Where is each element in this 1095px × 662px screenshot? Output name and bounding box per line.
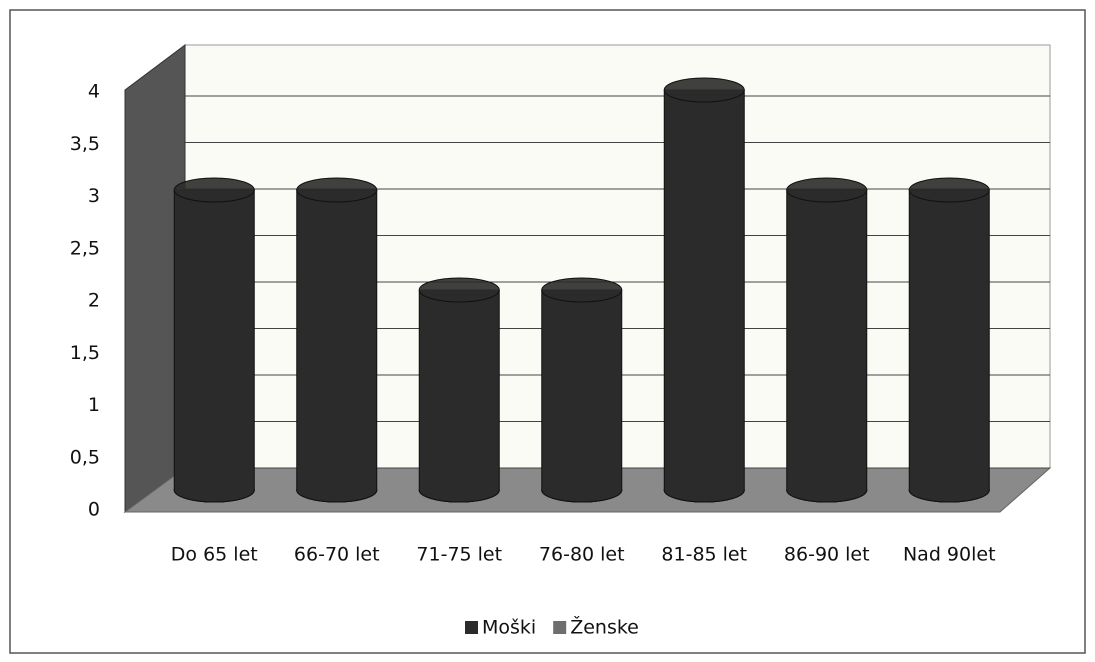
x-tick-label: 81-85 let <box>661 544 747 566</box>
bar <box>786 177 868 503</box>
bar-part <box>786 177 868 203</box>
bar-part <box>173 177 255 203</box>
y-tick-label: 1 <box>88 394 100 416</box>
y-tick-label: 4 <box>88 81 100 103</box>
x-tick-label: 66-70 let <box>294 544 380 566</box>
bar-part <box>908 177 990 203</box>
bar-part <box>663 77 745 103</box>
y-tick-label: 3 <box>88 185 100 207</box>
x-tick-label: 76-80 let <box>539 544 625 566</box>
y-tick-label: 0,5 <box>70 446 100 468</box>
bar-part <box>541 277 623 303</box>
bar <box>541 277 623 503</box>
legend-swatch <box>465 621 478 634</box>
bar <box>173 177 255 503</box>
bar-part <box>541 289 623 503</box>
bar-part <box>296 189 378 503</box>
bar-part <box>786 189 868 503</box>
x-tick-label: 86-90 let <box>784 544 870 566</box>
x-tick-label: Do 65 let <box>171 544 258 566</box>
legend-swatch <box>553 621 567 634</box>
bar <box>663 77 745 503</box>
y-tick-label: 1,5 <box>70 342 100 364</box>
x-tick-label: Nad 90let <box>903 544 996 566</box>
bar-part <box>296 177 378 203</box>
legend-label: Ženske <box>570 616 639 639</box>
x-tick-label: 71-75 let <box>416 544 502 566</box>
bar-part <box>173 189 255 503</box>
bar-part <box>418 289 500 503</box>
y-tick-label: 2,5 <box>70 237 100 259</box>
bar-part <box>418 277 500 303</box>
bar-part <box>663 89 745 503</box>
y-tick-label: 3,5 <box>70 133 100 155</box>
y-tick-label: 2 <box>88 290 100 312</box>
bar <box>296 177 378 503</box>
bar-part <box>908 189 990 503</box>
legend-label: Moški <box>482 617 536 639</box>
bar <box>418 277 500 503</box>
bar <box>908 177 990 503</box>
y-tick-label: 0 <box>88 499 100 521</box>
